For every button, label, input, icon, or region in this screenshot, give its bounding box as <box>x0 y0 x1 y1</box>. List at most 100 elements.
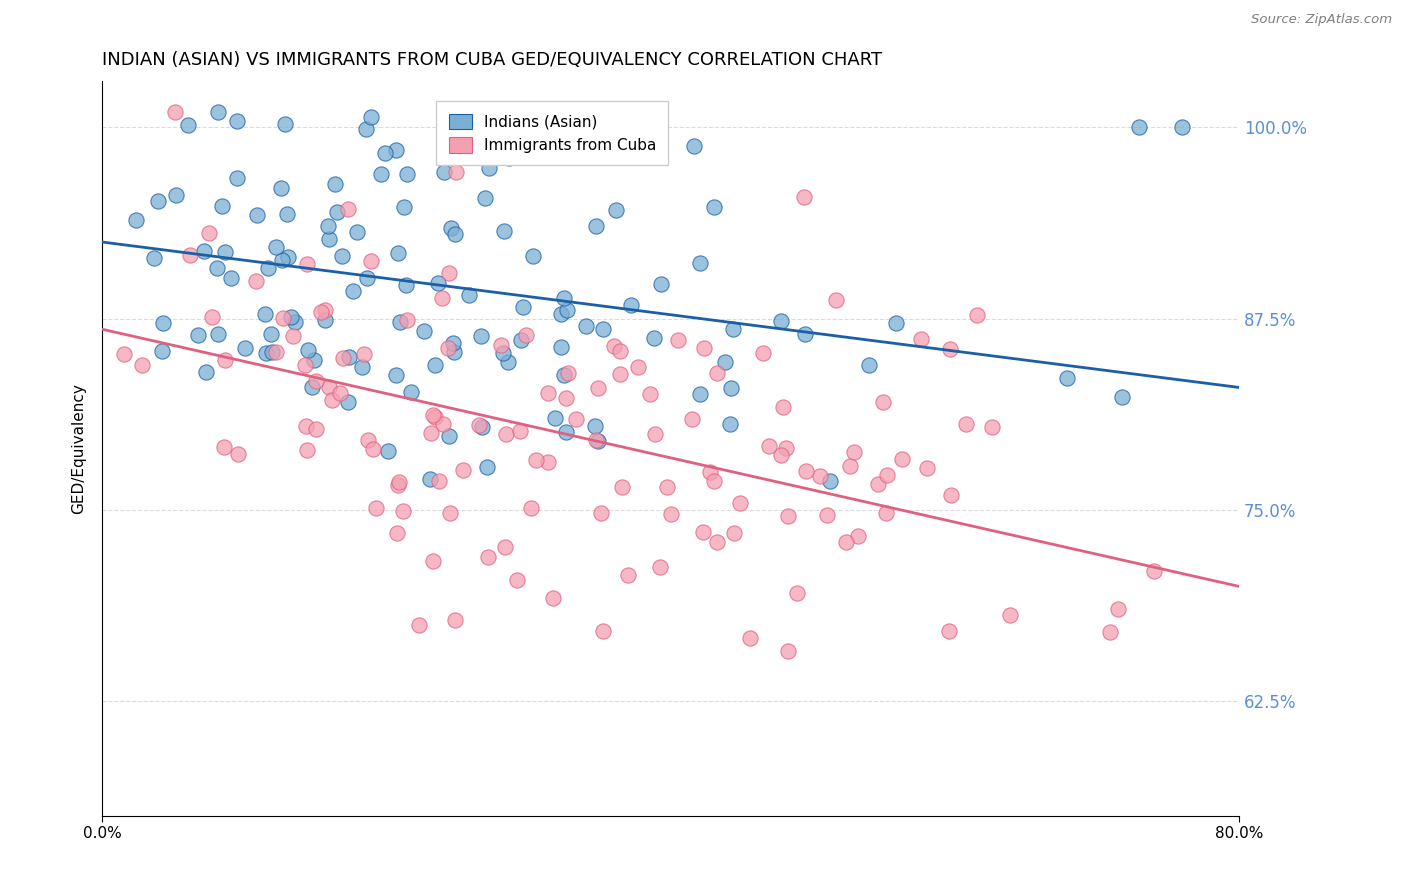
Point <box>419 472 441 486</box>
Point <box>555 303 578 318</box>
Point <box>541 591 564 605</box>
Point <box>262 344 284 359</box>
Point <box>377 444 399 458</box>
Point <box>1056 371 1078 385</box>
Point <box>689 387 711 401</box>
Point <box>422 408 444 422</box>
Point <box>470 329 492 343</box>
Point <box>395 313 418 327</box>
Text: Source: ZipAtlas.com: Source: ZipAtlas.com <box>1251 13 1392 27</box>
Point <box>815 508 838 523</box>
Point <box>294 358 316 372</box>
Point <box>165 105 187 120</box>
Point <box>425 358 447 372</box>
Point <box>714 354 737 368</box>
Point <box>527 127 550 141</box>
Point <box>524 453 547 467</box>
Point <box>426 276 449 290</box>
Point <box>550 307 572 321</box>
Text: R = −0.378   N = 125: R = −0.378 N = 125 <box>492 143 659 157</box>
Point <box>441 335 464 350</box>
Point <box>260 327 283 342</box>
Point <box>437 266 460 280</box>
Point <box>491 346 513 360</box>
Point <box>193 244 215 259</box>
Point <box>644 427 666 442</box>
Point <box>772 400 794 414</box>
Point <box>318 232 340 246</box>
Point <box>146 194 169 208</box>
Point <box>519 501 541 516</box>
Point <box>1128 120 1150 135</box>
Point <box>143 251 166 265</box>
Point <box>194 365 217 379</box>
Point <box>366 500 388 515</box>
Point <box>494 541 516 555</box>
Point <box>941 487 963 501</box>
Point <box>179 248 201 262</box>
Point <box>433 165 456 179</box>
Point <box>295 257 318 271</box>
Point <box>557 366 579 380</box>
Point <box>326 205 349 219</box>
Point <box>440 220 463 235</box>
Point <box>280 310 302 324</box>
Point <box>682 139 704 153</box>
Point <box>866 476 889 491</box>
Point <box>392 201 415 215</box>
Point <box>301 380 323 394</box>
Point <box>245 208 267 222</box>
Point <box>474 191 496 205</box>
Point <box>457 288 479 302</box>
Point <box>998 608 1021 623</box>
Point <box>770 448 793 462</box>
Point <box>586 434 609 449</box>
Point <box>444 165 467 179</box>
Point <box>297 343 319 358</box>
Point <box>316 219 339 234</box>
Point <box>112 347 135 361</box>
Point <box>706 535 728 549</box>
Point <box>302 352 325 367</box>
Point <box>451 463 474 477</box>
Point <box>214 353 236 368</box>
Legend: Indians (Asian), Immigrants from Cuba: Indians (Asian), Immigrants from Cuba <box>436 102 668 165</box>
Point <box>846 529 869 543</box>
Point <box>477 459 499 474</box>
Point <box>495 426 517 441</box>
Point <box>638 387 661 401</box>
Point <box>650 277 672 292</box>
Point <box>555 425 578 439</box>
Point <box>510 333 533 347</box>
Point <box>205 260 228 275</box>
Point <box>891 451 914 466</box>
Point <box>207 105 229 120</box>
Point <box>648 560 671 574</box>
Point <box>201 310 224 325</box>
Point <box>152 316 174 330</box>
Point <box>776 508 799 523</box>
Point <box>309 305 332 319</box>
Point <box>437 341 460 355</box>
Point <box>703 200 725 214</box>
Point <box>610 479 633 493</box>
Point <box>385 525 408 540</box>
Point <box>337 351 360 365</box>
Point <box>207 326 229 341</box>
Point <box>1107 602 1129 616</box>
Point <box>395 168 418 182</box>
Point <box>374 145 396 160</box>
Point <box>318 380 340 394</box>
Point <box>659 507 682 521</box>
Point <box>586 381 609 395</box>
Point <box>125 213 148 227</box>
Point <box>723 526 745 541</box>
Point <box>257 261 280 276</box>
Point <box>350 360 373 375</box>
Point <box>858 358 880 372</box>
Point <box>544 410 567 425</box>
Point <box>666 333 689 347</box>
Point <box>211 199 233 213</box>
Point <box>264 344 287 359</box>
Point <box>387 478 409 492</box>
